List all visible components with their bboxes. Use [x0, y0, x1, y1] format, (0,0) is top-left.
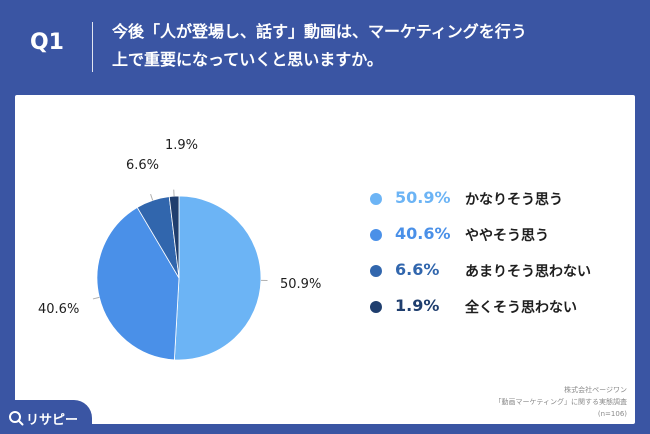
legend-label-2: あまりそう思わない: [465, 264, 591, 280]
legend-item-2: 6.6% あまりそう思わない: [370, 260, 620, 296]
legend-percent-3: 1.9%: [395, 296, 440, 315]
magnifier-logo-icon: [9, 411, 24, 426]
source-company: 株式会社ページワン: [564, 386, 627, 394]
legend-percent-1: 40.6%: [395, 224, 451, 243]
legend-dot-3: [370, 301, 382, 313]
pie-label-2: 6.6%: [126, 158, 159, 173]
legend-percent-2: 6.6%: [395, 260, 440, 279]
chart-legend: 50.9% かなりそう思う 40.6% ややそう思う 6.6% あまりそう思わな…: [370, 188, 620, 332]
legend-dot-1: [370, 229, 382, 241]
pie-leader-1: [92, 296, 100, 300]
header-divider: [92, 22, 93, 72]
risapi-logo: リサピー: [0, 400, 92, 434]
source-survey: 「動画マーケティング」に関する実態調査: [494, 398, 627, 406]
legend-item-0: 50.9% かなりそう思う: [370, 188, 620, 224]
pie-leader-2: [150, 193, 154, 201]
question-text: 今後「人が登場し、話す」動画は、マーケティングを行う 上で重要になっていくと思い…: [112, 18, 632, 74]
legend-label-0: かなりそう思う: [465, 192, 563, 208]
pie-slice-0: [173, 195, 262, 361]
question-number: Q1: [29, 30, 64, 55]
legend-dot-0: [370, 193, 382, 205]
pie-chart: 50.9% 40.6% 6.6% 1.9%: [38, 138, 321, 361]
pie-label-1: 40.6%: [38, 302, 79, 317]
legend-item-1: 40.6% ややそう思う: [370, 224, 620, 260]
legend-dot-2: [370, 265, 382, 277]
pie-label-0: 50.9%: [280, 277, 321, 292]
source-note: 株式会社ページワン 「動画マーケティング」に関する実態調査 (n=106): [495, 384, 627, 420]
pie-label-3: 1.9%: [165, 138, 198, 153]
chart-panel: 50.9% 40.6% 6.6% 1.9% 50.9% かなりそう思う 40.6% や…: [15, 95, 635, 424]
legend-label-3: 全くそう思わない: [465, 300, 577, 316]
legend-percent-0: 50.9%: [395, 188, 451, 207]
question-line-2: 上で重要になっていくと思いますか。: [112, 50, 383, 69]
legend-item-3: 1.9% 全くそう思わない: [370, 296, 620, 332]
logo-text: リサピー: [26, 413, 79, 428]
legend-label-1: ややそう思う: [465, 228, 549, 244]
question-line-1: 今後「人が登場し、話す」動画は、マーケティングを行う: [112, 22, 527, 41]
source-sample-size: (n=106): [597, 410, 627, 418]
question-header: Q1 今後「人が登場し、話す」動画は、マーケティングを行う 上で重要になっていく…: [0, 0, 650, 92]
